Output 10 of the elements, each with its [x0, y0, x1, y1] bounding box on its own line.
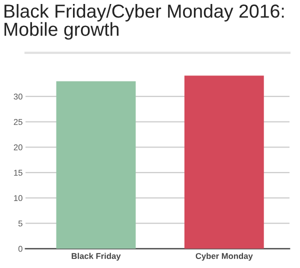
y-tick-label: 0 — [18, 246, 22, 252]
x-tick-label: Black Friday — [72, 252, 121, 261]
x-tick-label: Cyber Monday — [196, 252, 253, 261]
y-tick-label: 5 — [18, 220, 22, 226]
y-tick-label: 15 — [14, 170, 22, 176]
y-tick-label: 20 — [14, 144, 22, 150]
y-tick-label: 25 — [14, 119, 22, 125]
y-tick-label: 30 — [14, 94, 22, 100]
y-tick-label: 10 — [14, 195, 22, 202]
chart-title: Black Friday/Cyber Monday 2016: Mobile growth — [4, 4, 284, 40]
